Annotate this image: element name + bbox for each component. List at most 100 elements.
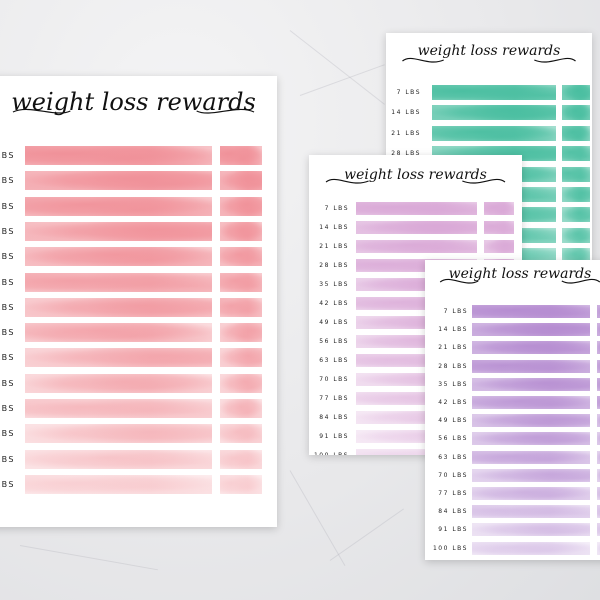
reward-row: 35 LBS xyxy=(0,247,277,267)
reward-fill-bar xyxy=(25,424,212,444)
reward-fill-bar xyxy=(25,196,212,216)
sheet-title: weight loss rewards xyxy=(344,167,487,183)
reward-row: 21 LBS xyxy=(386,125,592,141)
sheet-title: weight loss rewards xyxy=(417,43,561,59)
milestone-label: 28 LBS xyxy=(391,150,421,158)
milestone-label: 100 LBS xyxy=(0,479,15,489)
reward-row: 84 LBS xyxy=(0,424,277,444)
reward-check-box xyxy=(220,399,262,418)
reward-fill-bar xyxy=(472,450,590,464)
reward-check-box xyxy=(562,207,590,223)
milestone-label: 56 LBS xyxy=(438,435,468,443)
marble-vein xyxy=(289,470,346,567)
milestone-label: 42 LBS xyxy=(319,300,349,307)
reward-fill-bar xyxy=(356,221,477,234)
milestone-label: 35 LBS xyxy=(319,281,349,288)
reward-fill-bar xyxy=(25,348,212,368)
reward-fill-bar xyxy=(25,247,212,267)
milestone-label: 7 LBS xyxy=(396,89,421,96)
milestone-label: 28 LBS xyxy=(438,362,468,370)
reward-check-box xyxy=(220,221,262,241)
milestone-label: 70 LBS xyxy=(438,471,468,479)
milestone-label: 84 LBS xyxy=(319,414,349,421)
reward-row: 35 LBS xyxy=(425,377,600,391)
milestone-label: 63 LBS xyxy=(319,357,349,364)
reward-fill-bar xyxy=(432,105,556,121)
reward-row: 49 LBS xyxy=(0,297,277,317)
reward-check-box xyxy=(562,146,590,162)
reward-check-box xyxy=(220,449,262,469)
reward-row: 14 LBS xyxy=(0,171,277,191)
reward-row: 56 LBS xyxy=(0,323,277,343)
reward-row: 7 LBS xyxy=(425,305,600,318)
milestone-label: 35 LBS xyxy=(0,252,15,262)
reward-fill-bar xyxy=(472,414,590,428)
reward-fill-bar xyxy=(356,202,477,215)
reward-check-box xyxy=(562,187,590,202)
reward-fill-bar xyxy=(356,449,477,455)
marble-vein xyxy=(299,64,385,96)
milestone-label: 91 LBS xyxy=(0,454,15,464)
milestone-label: 56 LBS xyxy=(319,338,349,345)
reward-check-box xyxy=(220,196,262,216)
reward-row: 100 LBS xyxy=(425,541,600,555)
reward-fill-bar xyxy=(25,146,212,165)
reward-fill-bar xyxy=(356,240,477,253)
milestone-label: 49 LBS xyxy=(438,417,468,425)
reward-row: 28 LBS xyxy=(0,221,277,241)
reward-check-box xyxy=(484,202,514,215)
reward-check-box xyxy=(597,377,600,391)
pink-rewards-sheet: weight loss rewards 7 LBS 14 LBS 21 LBS 28 L… xyxy=(0,76,277,527)
reward-fill-bar xyxy=(472,523,590,537)
milestone-label: 28 LBS xyxy=(319,262,349,269)
milestone-label: 21 LBS xyxy=(0,201,15,211)
reward-check-box xyxy=(220,297,262,317)
reward-fill-bar xyxy=(472,377,590,391)
reward-fill-bar xyxy=(472,487,590,500)
reward-row: 91 LBS xyxy=(425,523,600,537)
milestone-label: 77 LBS xyxy=(0,404,15,413)
reward-row: 21 LBS xyxy=(309,240,522,253)
reward-fill-bar xyxy=(472,541,590,555)
reward-fill-bar xyxy=(472,396,590,409)
reward-row: 42 LBS xyxy=(0,272,277,292)
reward-check-box xyxy=(597,468,600,482)
reward-row: 77 LBS xyxy=(0,399,277,418)
reward-fill-bar xyxy=(432,125,556,141)
reward-row: 42 LBS xyxy=(425,396,600,409)
reward-check-box xyxy=(597,341,600,355)
milestone-label: 77 LBS xyxy=(438,490,468,497)
reward-fill-bar xyxy=(472,505,590,519)
reward-fill-bar xyxy=(472,305,590,318)
milestone-label: 7 LBS xyxy=(443,308,468,315)
marble-vein xyxy=(19,545,158,571)
reward-check-box xyxy=(597,396,600,409)
reward-check-box xyxy=(597,359,600,373)
reward-check-box xyxy=(597,323,600,337)
purple-rewards-sheet: weight loss rewards 7 LBS 14 LBS 21 LBS 28 L… xyxy=(425,260,600,560)
reward-fill-bar xyxy=(25,449,212,469)
reward-check-box xyxy=(220,247,262,267)
milestone-label: 14 LBS xyxy=(438,326,468,334)
reward-check-box xyxy=(220,272,262,292)
milestone-label: 70 LBS xyxy=(0,378,15,388)
milestone-label: 100 LBS xyxy=(432,544,468,552)
reward-row: 7 LBS xyxy=(309,202,522,215)
milestone-label: 14 LBS xyxy=(0,176,15,186)
reward-check-box xyxy=(597,541,600,555)
reward-row: 91 LBS xyxy=(0,449,277,469)
reward-row: 14 LBS xyxy=(309,221,522,234)
sheet-title: weight loss rewards xyxy=(448,266,592,282)
reward-check-box xyxy=(597,505,600,519)
reward-fill-bar xyxy=(472,323,590,337)
reward-row: 28 LBS xyxy=(425,359,600,373)
milestone-label: 56 LBS xyxy=(0,328,15,338)
reward-check-box xyxy=(220,424,262,444)
reward-row: 14 LBS xyxy=(425,323,600,337)
milestone-label: 63 LBS xyxy=(438,453,468,461)
milestone-label: 42 LBS xyxy=(0,277,15,287)
reward-check-box xyxy=(597,432,600,446)
milestone-label: 14 LBS xyxy=(391,109,421,117)
reward-row: 70 LBS xyxy=(0,373,277,393)
milestone-label: 14 LBS xyxy=(319,224,349,231)
